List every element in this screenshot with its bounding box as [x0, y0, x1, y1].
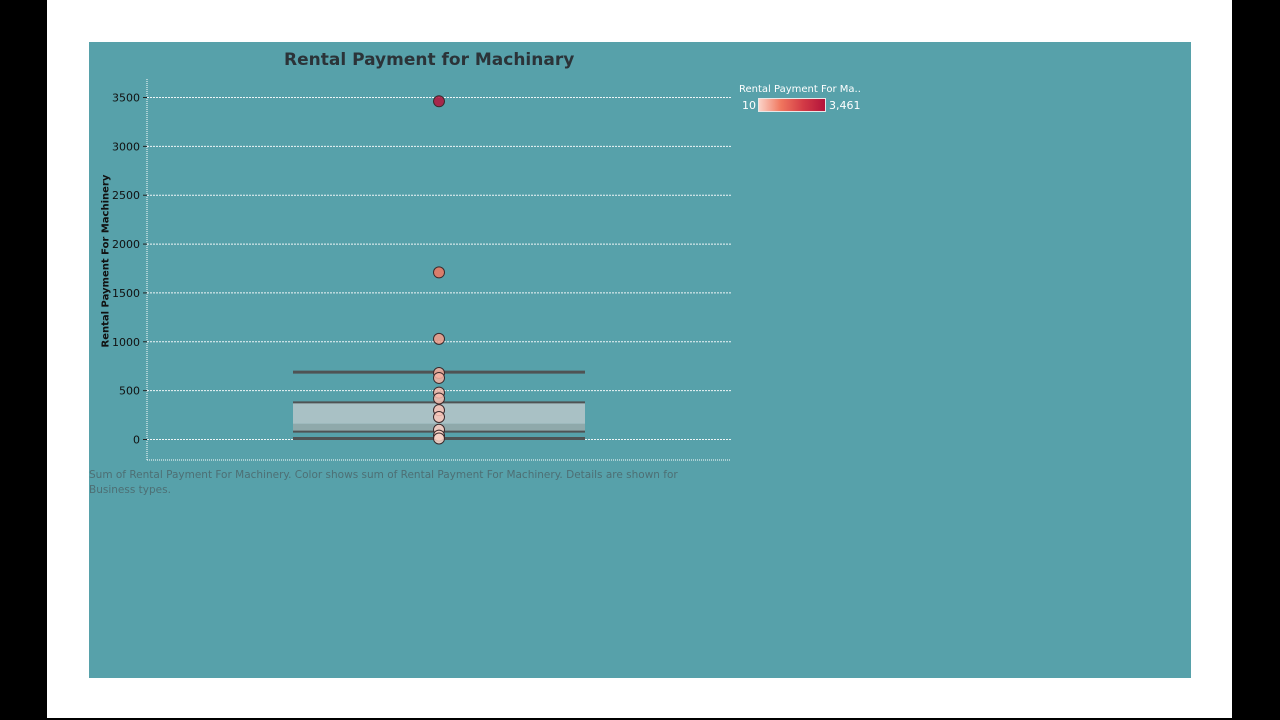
legend-title: Rental Payment For Ma.. [739, 84, 861, 95]
dashboard: Rental Payment for Machinary Rental Paym… [89, 42, 1191, 678]
legend-min-label: 10 [742, 99, 756, 112]
data-point [433, 411, 445, 424]
chart-caption: Sum of Rental Payment For Machinery. Col… [89, 469, 678, 496]
data-point [433, 371, 445, 384]
data-point [433, 392, 445, 405]
data-point [433, 95, 445, 108]
legend-max-label: 3,461 [829, 99, 861, 112]
chart-title: Rental Payment for Machinary [284, 50, 575, 70]
y-tick-label: 500 [119, 385, 140, 398]
data-point [433, 432, 445, 445]
y-tick-label: 2000 [112, 238, 140, 251]
y-tick-label: 3000 [112, 140, 140, 153]
legend-row: 10 3,461 [739, 98, 879, 114]
data-point [433, 332, 445, 345]
y-tick-label: 3500 [112, 92, 140, 105]
y-tick-label: 1500 [112, 287, 140, 300]
y-tick-label: 1000 [112, 336, 140, 349]
box-plot: 0 500 1000 1500 2000 2500 3000 3500 [112, 79, 731, 461]
legend-color-ramp [758, 98, 826, 112]
color-legend: Rental Payment For Ma.. 10 3,461 [739, 84, 879, 114]
y-tick-label: 2500 [112, 189, 140, 202]
data-point [433, 266, 445, 279]
y-tick-label: 0 [133, 434, 140, 447]
